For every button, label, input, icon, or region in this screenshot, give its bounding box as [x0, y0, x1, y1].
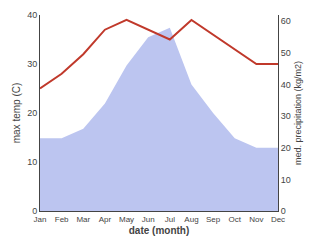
svg-text:0: 0 [281, 206, 286, 216]
svg-text:Jan: Jan [34, 215, 47, 224]
svg-text:med. precipitation (kg/m2): med. precipitation (kg/m2) [293, 61, 303, 165]
svg-text:0: 0 [32, 206, 37, 216]
svg-text:Dec: Dec [271, 215, 285, 224]
svg-text:Mar: Mar [76, 215, 90, 224]
svg-text:30: 30 [281, 111, 291, 121]
svg-text:Jul: Jul [165, 215, 175, 224]
svg-text:Apr: Apr [99, 215, 112, 224]
svg-text:50: 50 [281, 48, 291, 58]
svg-text:Feb: Feb [55, 215, 69, 224]
svg-text:Jun: Jun [142, 215, 155, 224]
svg-text:Sep: Sep [206, 215, 221, 224]
svg-text:20: 20 [27, 108, 37, 118]
svg-text:max temp (C): max temp (C) [11, 83, 22, 144]
svg-text:10: 10 [27, 157, 37, 167]
svg-text:date (month): date (month) [129, 225, 190, 236]
svg-text:40: 40 [27, 10, 37, 20]
svg-text:10: 10 [281, 175, 291, 185]
svg-text:60: 60 [281, 16, 291, 26]
svg-text:Nov: Nov [249, 215, 263, 224]
svg-text:20: 20 [281, 143, 291, 153]
svg-text:40: 40 [281, 80, 291, 90]
svg-text:Aug: Aug [184, 215, 198, 224]
svg-text:May: May [119, 215, 134, 224]
svg-text:Oct: Oct [229, 215, 242, 224]
svg-text:30: 30 [27, 59, 37, 69]
